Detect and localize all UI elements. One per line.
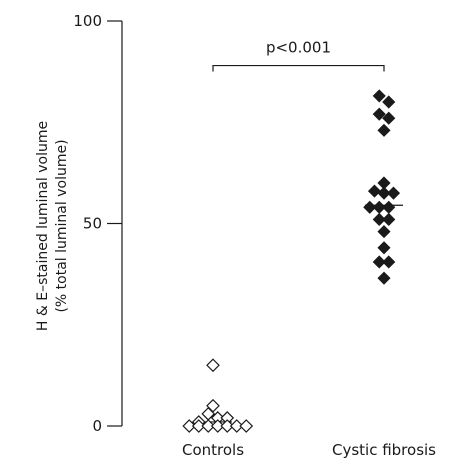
y-axis: 0 50 100 (73, 12, 123, 435)
x-category-label: Controls (182, 441, 244, 459)
control-data-point (239, 419, 254, 433)
significance-bracket-line (212, 64, 385, 72)
control-data-point (191, 419, 206, 433)
y-axis-title-line-1: H & E–stained luminal volume (35, 121, 51, 331)
cf-data-point (382, 212, 396, 227)
y-axis-title-line-2: (% total luminal volume) (54, 139, 70, 312)
control-data-point (206, 398, 220, 413)
cf-data-point (377, 271, 391, 285)
y-tick-label: 100 (73, 12, 102, 30)
control-data-point (220, 419, 235, 433)
y-axis-title: H & E–stained luminal volume (% total lu… (35, 121, 70, 331)
cf-data-point (363, 200, 377, 214)
cf-data-point (372, 89, 386, 103)
cf-data-point (377, 123, 391, 137)
cf-data-point (372, 255, 386, 269)
cf-data-point (372, 107, 386, 121)
cf-data-point (372, 212, 386, 227)
category-labels: Controls Cystic fibrosis (182, 441, 436, 459)
cf-data-point (382, 255, 396, 269)
significance-label: p<0.001 (266, 39, 331, 57)
cf-data-point (382, 200, 396, 214)
control-data-point (210, 419, 225, 433)
control-data-point (206, 358, 220, 373)
significance-bracket: p<0.001 (212, 39, 385, 72)
cf-data-point (377, 225, 391, 239)
cf-data-point (382, 95, 396, 109)
cf-data-point (386, 186, 401, 200)
y-tick-label: 0 (92, 417, 102, 435)
control-data-point (201, 419, 216, 433)
control-data-point (182, 419, 197, 433)
control-data-point (229, 419, 244, 433)
cf-data-point (377, 186, 391, 200)
y-tick-label: 50 (83, 215, 102, 233)
cf-data-point (377, 241, 391, 255)
cf-data-point (367, 184, 382, 198)
median-lines (194, 204, 403, 423)
x-category-label: Cystic fibrosis (332, 441, 436, 459)
data-points (182, 89, 401, 433)
cf-data-point (382, 111, 396, 125)
